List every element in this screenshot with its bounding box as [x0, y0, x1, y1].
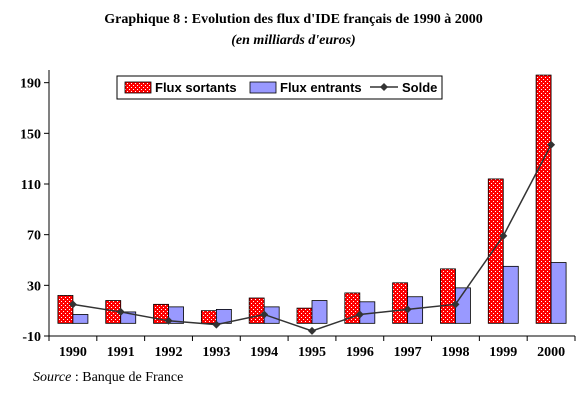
- legend-label-flux-sortants: Flux sortants: [155, 80, 237, 95]
- bar-flux-entrants-1992: [168, 306, 184, 324]
- bar-flux-sortants-1994: [248, 297, 265, 324]
- bar-flux-sortants-1998: [440, 268, 456, 324]
- x-tick-label: 1995: [298, 345, 326, 360]
- source-text: : Banque de France: [71, 370, 184, 385]
- point-solde-1992: [164, 316, 173, 325]
- legend-swatch-flux-sortants: [124, 81, 152, 94]
- legend-label-solde: Solde: [402, 80, 437, 95]
- x-tick-label: 1997: [394, 345, 422, 360]
- point-solde-1996: [355, 310, 364, 319]
- source-label: Source: [33, 370, 72, 385]
- point-solde-1990: [68, 300, 77, 309]
- bar-flux-entrants-1991: [120, 311, 137, 324]
- x-tick-label: 1993: [202, 345, 230, 360]
- point-solde-1991: [116, 307, 125, 316]
- chart-title: Graphique 8 : Evolution des flux d'IDE f…: [104, 12, 483, 27]
- x-tick-label: 1998: [441, 345, 469, 360]
- bar-flux-sortants-1997: [392, 282, 409, 324]
- point-solde-1998: [451, 300, 460, 309]
- point-solde-1993: [212, 320, 221, 329]
- point-solde-1997: [403, 305, 412, 314]
- bar-flux-entrants-1995: [311, 300, 328, 324]
- y-tick-label: 190: [20, 77, 41, 92]
- bar-flux-sortants-2000: [535, 74, 552, 324]
- x-tick-label: 1991: [107, 345, 135, 360]
- bar-flux-sortants-1995: [296, 307, 313, 324]
- bar-flux-entrants-2000: [550, 262, 567, 324]
- point-solde-1999: [499, 231, 508, 240]
- legend-label-flux-entrants: Flux entrants: [280, 80, 362, 95]
- y-tick-label: 30: [27, 279, 41, 294]
- source-note: Source : Banque de France: [33, 370, 183, 386]
- x-tick-label: 1994: [250, 345, 278, 360]
- legend-marker-solde: [380, 83, 388, 91]
- bar-flux-entrants-1990: [72, 314, 89, 324]
- legend-swatch-flux-entrants: [249, 81, 277, 94]
- x-tick-label: 1992: [155, 345, 183, 360]
- x-tick-label: 2000: [537, 345, 565, 360]
- y-tick-label: 150: [20, 127, 41, 142]
- y-tick-label: 110: [21, 178, 41, 193]
- bar-flux-sortants-1990: [57, 295, 74, 324]
- x-tick-label: 1990: [59, 345, 87, 360]
- y-tick-label: 70: [27, 229, 41, 244]
- point-solde-1994: [260, 310, 269, 319]
- x-tick-label: 1996: [346, 345, 374, 360]
- legend: Flux sortants Flux entrants Solde: [116, 75, 443, 100]
- bar-flux-sortants-1993: [200, 310, 217, 324]
- point-solde-2000: [547, 140, 556, 149]
- point-solde-1995: [308, 326, 316, 335]
- chart-subtitle: (en milliards d'euros): [231, 33, 356, 48]
- bar-flux-entrants-1999: [502, 265, 519, 324]
- bar-flux-sortants-1999: [487, 178, 504, 324]
- y-tick-label: -10: [22, 330, 41, 345]
- x-tick-label: 1999: [489, 345, 517, 360]
